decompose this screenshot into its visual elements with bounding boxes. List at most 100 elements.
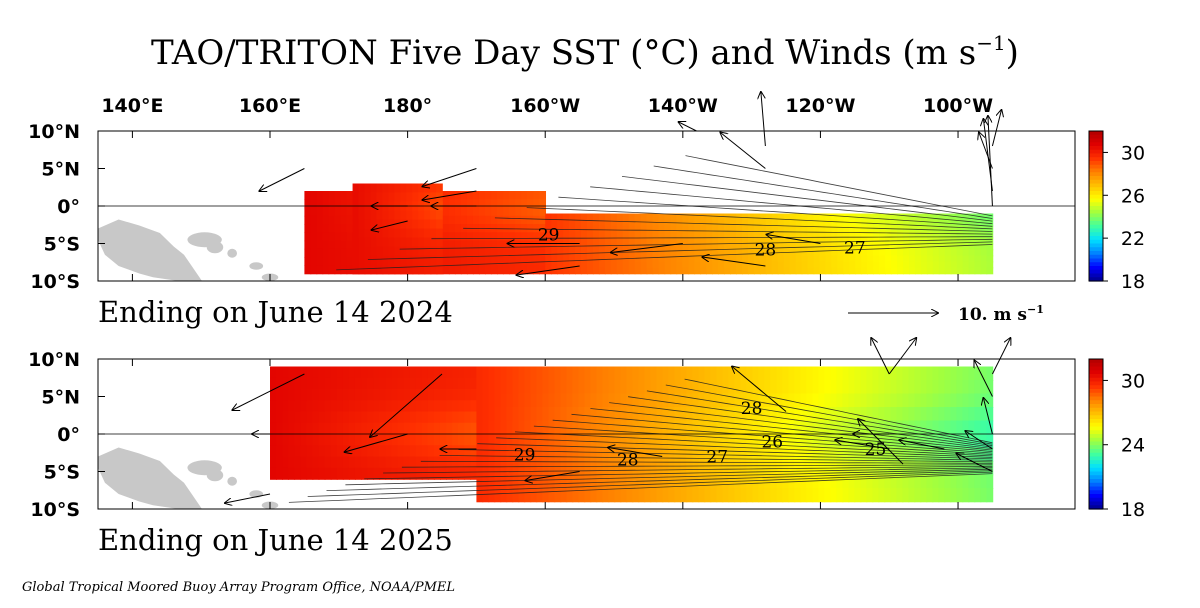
sst-cell (879, 267, 886, 275)
sst-cell (680, 488, 688, 503)
sst-cell (974, 407, 982, 422)
sst-cell (734, 393, 742, 408)
sst-cell (644, 447, 652, 462)
sst-cell (658, 237, 666, 245)
sst-cell (270, 422, 277, 435)
sst-cell (712, 225, 719, 233)
sst-cell (566, 407, 574, 422)
sst-cell (342, 411, 350, 424)
sst-cell (394, 219, 402, 230)
sst-cell (482, 461, 490, 476)
sst-cell (418, 228, 425, 239)
sst-cell (974, 213, 982, 221)
sst-cell (890, 380, 898, 395)
sst-cell (340, 257, 348, 267)
sst-cell (367, 400, 375, 413)
sst-cell (376, 219, 384, 230)
sst-cell (855, 237, 863, 245)
sst-cell (950, 380, 958, 395)
wind-arrow (370, 373, 443, 437)
sst-cell (403, 366, 411, 379)
sst-cell (753, 231, 761, 239)
sst-cell (658, 243, 666, 251)
sst-cell (488, 488, 496, 503)
sst-cell (545, 213, 552, 221)
sst-cell (706, 243, 713, 251)
sst-cell (771, 237, 779, 245)
sst-cell (692, 366, 700, 381)
sst-cell (370, 264, 378, 275)
sst-cell (572, 461, 580, 476)
sst-cell (956, 237, 964, 245)
sst-cell (566, 380, 574, 395)
sst-cell (632, 447, 640, 462)
sst-cell (968, 261, 976, 269)
sst-cell (545, 249, 552, 257)
sst-cell (795, 237, 803, 245)
sst-cell (604, 255, 612, 263)
sst-cell (806, 366, 814, 381)
sst-cell (674, 474, 682, 489)
sst-cell (855, 243, 863, 251)
sst-cell (746, 393, 754, 408)
sst-cell (382, 237, 390, 248)
sst-cell (580, 249, 588, 257)
sst-cell (962, 393, 970, 408)
sst-cell (891, 249, 898, 257)
sst-cell (412, 255, 419, 266)
sst-cell (506, 393, 514, 408)
sst-cell (524, 461, 532, 476)
sst-cell (442, 257, 450, 267)
sst-cell (873, 219, 880, 227)
sst-cell (873, 249, 880, 257)
sst-cell (330, 400, 338, 413)
sst-cell (650, 474, 658, 489)
sst-cell (340, 215, 348, 225)
sst-cell (806, 380, 814, 395)
sst-cell (478, 199, 486, 209)
sst-cell (968, 407, 976, 422)
sst-cell (974, 231, 982, 239)
sst-cell (328, 257, 336, 267)
sst-cell (385, 467, 393, 480)
sst-cell (394, 246, 402, 257)
sst-cell (950, 213, 958, 221)
sst-cell (324, 366, 332, 379)
sst-cell (759, 213, 767, 221)
colorbar-tick-label: 30 (1121, 370, 1145, 392)
sst-cell (776, 366, 784, 381)
sst-cell (464, 377, 472, 390)
sst-cell (324, 422, 332, 435)
sst-cell (336, 422, 344, 435)
sst-cell (765, 267, 773, 275)
sst-cell (515, 191, 522, 201)
sst-cell (485, 191, 492, 201)
sst-cell (962, 267, 970, 275)
sst-cell (764, 488, 772, 503)
colorbar-segment (1089, 464, 1103, 469)
sst-cell (586, 261, 594, 269)
sst-cell (554, 380, 562, 395)
sst-cell (545, 219, 552, 227)
sst-cell (542, 447, 550, 462)
sst-cell (837, 249, 845, 257)
sst-cell (652, 255, 660, 263)
colorbar-segment (1089, 426, 1103, 431)
sst-cell (572, 393, 580, 408)
sst-cell (914, 393, 922, 408)
sst-cell (310, 207, 318, 217)
colorbar-segment (1089, 146, 1103, 151)
sst-cell (304, 191, 312, 201)
sst-cell (867, 261, 874, 269)
sst-cell (662, 434, 670, 449)
contour-label: 28 (617, 451, 639, 471)
colorbar-segment (1089, 415, 1103, 420)
sst-cell (950, 249, 958, 257)
sst-cell (458, 377, 466, 390)
colorbar-segment (1089, 389, 1103, 394)
sst-cell (824, 434, 832, 449)
sst-cell (370, 255, 378, 266)
sst-cell (676, 267, 684, 275)
sst-cell (454, 257, 462, 267)
sst-cell (482, 447, 490, 462)
